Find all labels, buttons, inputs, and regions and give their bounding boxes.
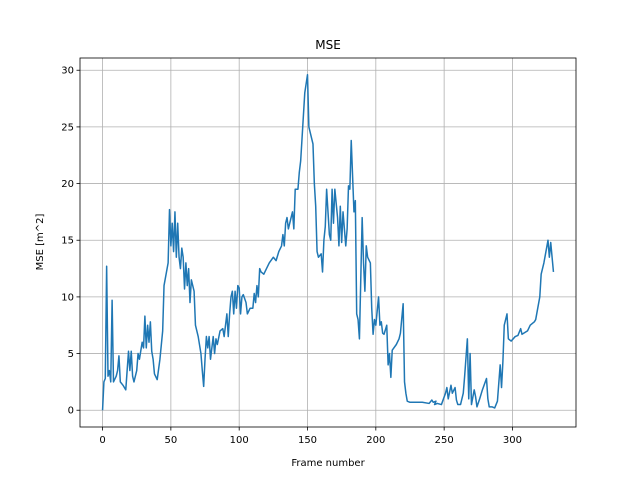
plot-frame xyxy=(79,57,577,428)
chart-title: MSE xyxy=(315,38,341,52)
y-tick-label: 0 xyxy=(68,406,74,417)
x-tick-label: 200 xyxy=(366,435,385,446)
y-axis-label: MSE [m^2] xyxy=(35,214,46,271)
y-tick-label: 10 xyxy=(61,292,74,303)
x-tick-label: 100 xyxy=(230,435,249,446)
y-tick-label: 30 xyxy=(61,66,74,77)
x-tick-label: 300 xyxy=(503,435,522,446)
y-tick-label: 25 xyxy=(61,122,74,133)
x-axis-label: Frame number xyxy=(291,458,365,469)
data-line xyxy=(101,74,555,411)
x-tick-label: 0 xyxy=(99,435,105,446)
y-tick-label: 15 xyxy=(61,236,74,247)
x-tick-label: 50 xyxy=(164,435,177,446)
y-tick-label: 20 xyxy=(61,179,74,190)
x-tick-label: 250 xyxy=(435,435,454,446)
y-tick-label: 5 xyxy=(68,349,74,360)
x-tick-label: 150 xyxy=(298,435,317,446)
